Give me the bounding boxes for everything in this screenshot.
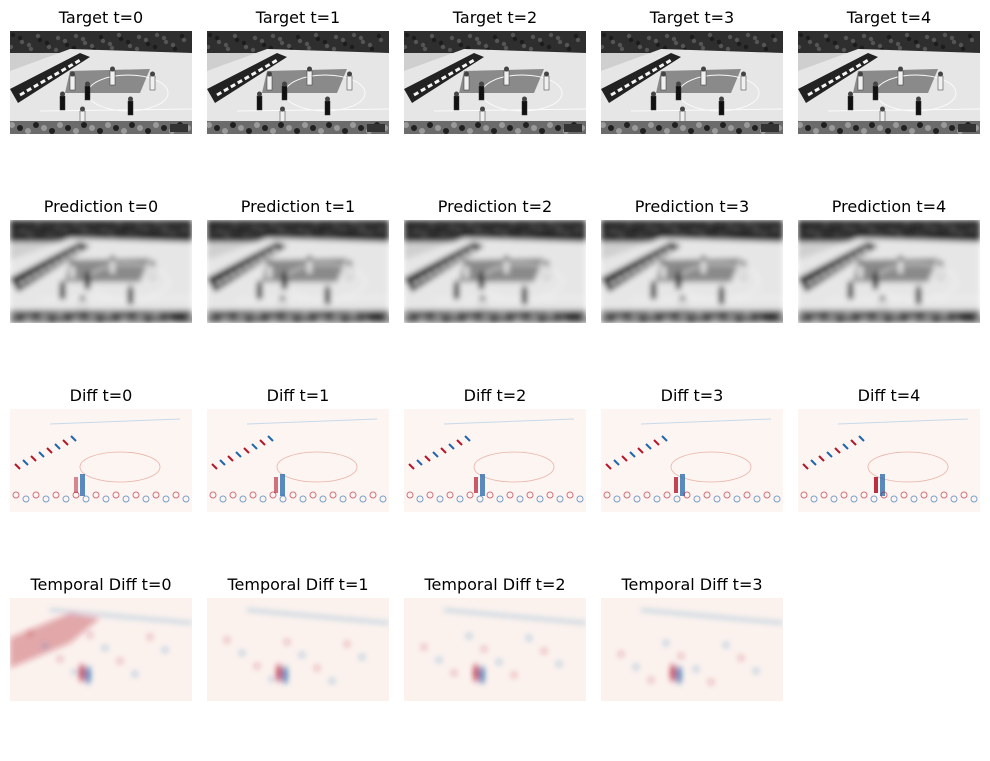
temporal-image-panel <box>10 598 192 701</box>
diff-panel-title: Diff t=4 <box>857 386 921 405</box>
target-image-panel <box>601 31 783 134</box>
prediction-panel-title: Prediction t=1 <box>240 197 356 216</box>
target-image-panel <box>10 31 192 134</box>
diff-panel-title: Diff t=3 <box>660 386 724 405</box>
temporal-panel-title: Temporal Diff t=0 <box>30 575 172 594</box>
prediction-panel-title: Prediction t=2 <box>437 197 553 216</box>
temporal-image-panel <box>404 598 586 701</box>
diff-image-panel <box>10 409 192 512</box>
target-panel-title: Target t=4 <box>846 8 932 27</box>
prediction-image-panel <box>207 220 389 323</box>
prediction-image-panel <box>601 220 783 323</box>
diff-image-panel <box>798 409 980 512</box>
temporal-panel-title: Temporal Diff t=2 <box>424 575 566 594</box>
target-panel-title: Target t=0 <box>58 8 144 27</box>
prediction-image-panel <box>798 220 980 323</box>
target-image-panel <box>404 31 586 134</box>
target-panel-title: Target t=2 <box>452 8 538 27</box>
temporal-image-panel <box>207 598 389 701</box>
diff-image-panel <box>404 409 586 512</box>
temporal-image-panel <box>601 598 783 701</box>
target-panel-title: Target t=3 <box>649 8 735 27</box>
prediction-panel-title: Prediction t=4 <box>831 197 947 216</box>
prediction-image-panel <box>10 220 192 323</box>
target-panel-title: Target t=1 <box>255 8 341 27</box>
diff-panel-title: Diff t=0 <box>69 386 133 405</box>
diff-panel-title: Diff t=2 <box>463 386 527 405</box>
target-image-panel <box>798 31 980 134</box>
temporal-panel-title: Temporal Diff t=3 <box>621 575 763 594</box>
temporal-panel-title: Temporal Diff t=1 <box>227 575 369 594</box>
prediction-panel-title: Prediction t=0 <box>43 197 159 216</box>
diff-panel-title: Diff t=1 <box>266 386 330 405</box>
prediction-image-panel <box>404 220 586 323</box>
prediction-panel-title: Prediction t=3 <box>634 197 750 216</box>
diff-image-panel <box>207 409 389 512</box>
target-image-panel <box>207 31 389 134</box>
diff-image-panel <box>601 409 783 512</box>
